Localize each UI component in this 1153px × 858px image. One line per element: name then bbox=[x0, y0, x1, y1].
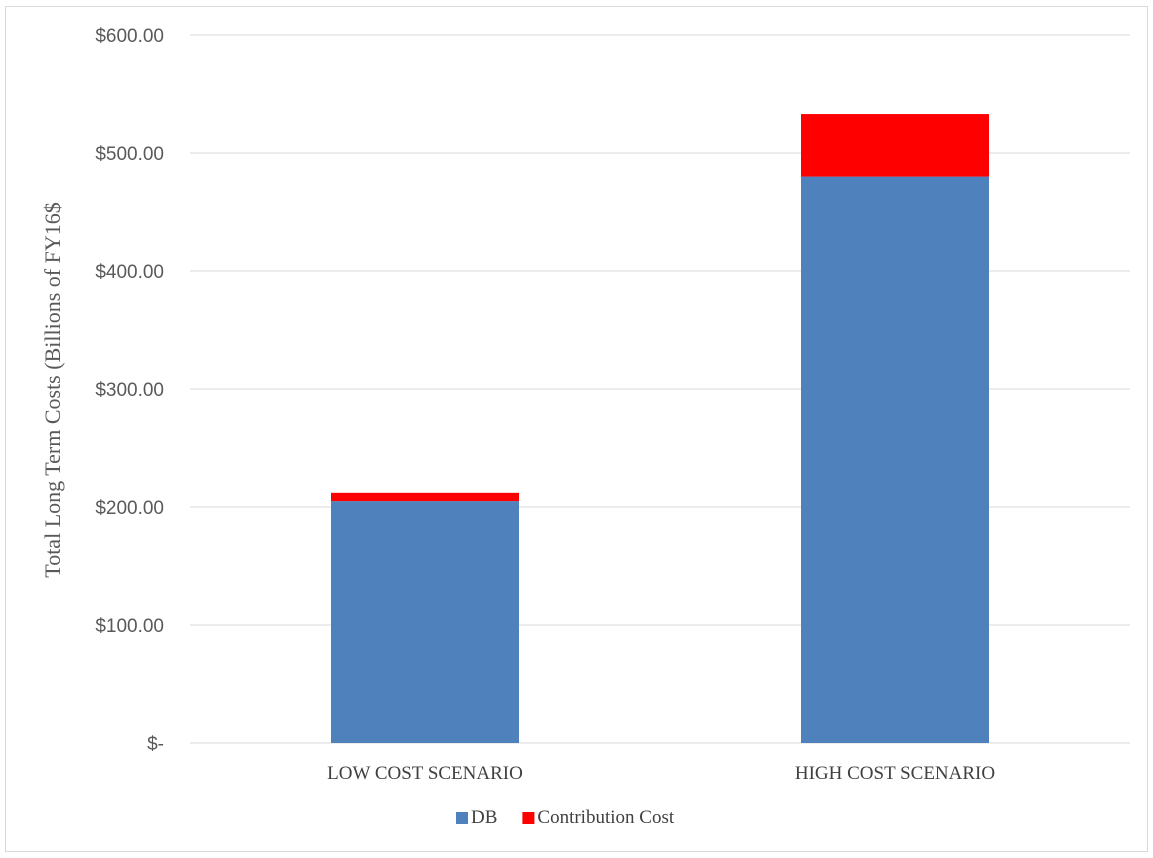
y-tick-label: $500.00 bbox=[95, 144, 164, 165]
y-tick-label: $300.00 bbox=[95, 380, 164, 401]
y-tick-label: $- bbox=[147, 734, 164, 755]
y-axis-title: Total Long Term Costs (Billions of FY16$ bbox=[40, 202, 65, 577]
legend-label: Contribution Cost bbox=[537, 807, 674, 828]
y-tick-labels: $- $100.00 $200.00 $300.00 $400.00 $500.00 $60… bbox=[95, 26, 164, 755]
y-tick-label: $400.00 bbox=[95, 262, 164, 283]
bar-contribution-cost-1 bbox=[801, 114, 989, 177]
legend-label: DB bbox=[471, 807, 497, 828]
y-tick-label: $100.00 bbox=[95, 616, 164, 637]
bar-contribution-cost-0 bbox=[331, 492, 519, 502]
legend-swatch-db bbox=[456, 812, 468, 824]
legend-swatch-contribution-cost bbox=[522, 812, 535, 824]
x-category-label: HIGH COST SCENARIO bbox=[795, 763, 995, 784]
y-tick-label: $600.00 bbox=[95, 26, 164, 47]
category-labels: LOW COST SCENARIO HIGH COST SCENARIO bbox=[327, 763, 995, 784]
bar-db-0 bbox=[331, 501, 519, 743]
bar-db-1 bbox=[801, 176, 989, 744]
legend: DB Contribution Cost bbox=[456, 807, 675, 828]
x-category-label: LOW COST SCENARIO bbox=[327, 763, 523, 784]
bars bbox=[331, 114, 989, 744]
y-tick-label: $200.00 bbox=[95, 498, 164, 519]
